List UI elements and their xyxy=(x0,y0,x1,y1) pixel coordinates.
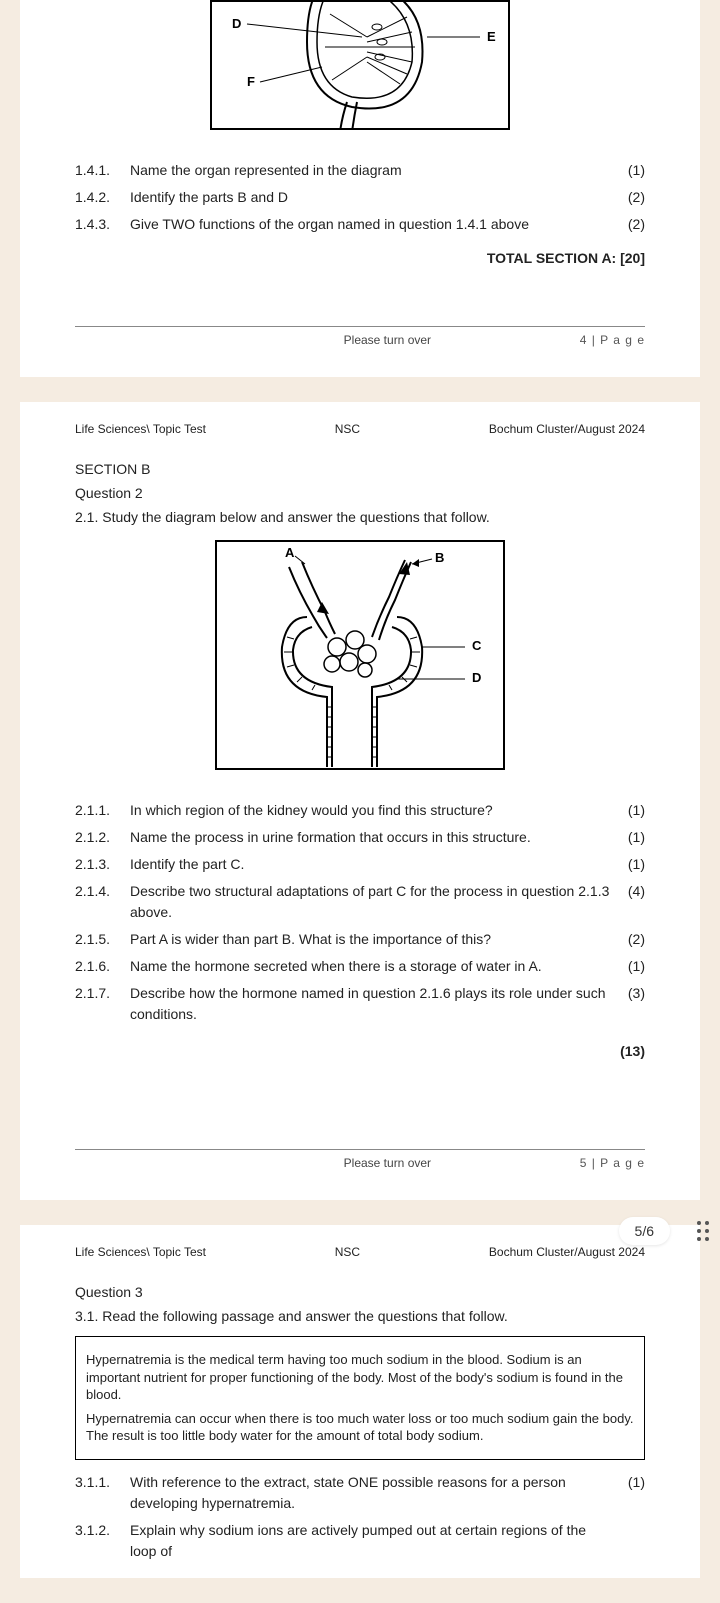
question-row: 2.1.3. Identify the part C. (1) xyxy=(75,854,645,875)
header-left: Life Sciences\ Topic Test xyxy=(75,422,206,436)
page-6: Life Sciences\ Topic Test NSC Bochum Clu… xyxy=(20,1225,700,1578)
header-right: Bochum Cluster/August 2024 xyxy=(489,422,645,436)
question-marks: (3) xyxy=(615,983,645,1025)
label-e: E xyxy=(487,29,496,44)
header-left: Life Sciences\ Topic Test xyxy=(75,1245,206,1259)
page-number: 5 | P a g e xyxy=(580,1156,645,1170)
question-text: In which region of the kidney would you … xyxy=(130,800,615,821)
question-row: 3.1.2. Explain why sodium ions are activ… xyxy=(75,1520,645,1562)
question-text: Identify the part C. xyxy=(130,854,615,875)
label-d: D xyxy=(232,16,241,31)
question-marks: (1) xyxy=(615,160,645,181)
label-b: B xyxy=(435,550,444,565)
instruction-3-1: 3.1. Read the following passage and answ… xyxy=(75,1308,645,1324)
question-number: 1.4.1. xyxy=(75,160,130,181)
header-center: NSC xyxy=(335,422,360,436)
page-number: 4 | P a g e xyxy=(580,333,645,347)
question-marks: (2) xyxy=(615,214,645,235)
section-total: TOTAL SECTION A: [20] xyxy=(75,250,645,266)
label-c: C xyxy=(472,638,482,653)
label-f: F xyxy=(247,74,255,89)
passage-paragraph: Hypernatremia can occur when there is to… xyxy=(86,1410,634,1445)
passage-paragraph: Hypernatremia is the medical term having… xyxy=(86,1351,634,1404)
question-number: 2.1.7. xyxy=(75,983,130,1025)
question-3-title: Question 3 xyxy=(75,1284,645,1300)
question-row: 1.4.1. Name the organ represented in the… xyxy=(75,160,645,181)
question-number: 2.1.4. xyxy=(75,881,130,923)
page-header: Life Sciences\ Topic Test NSC Bochum Clu… xyxy=(75,1245,645,1259)
section-b-title: SECTION B xyxy=(75,461,645,477)
page-4: D F E 1.4.1. Name the organ represented … xyxy=(20,0,700,377)
question-row: 1.4.2. Identify the parts B and D (2) xyxy=(75,187,645,208)
question-marks: (1) xyxy=(615,854,645,875)
page-5: Life Sciences\ Topic Test NSC Bochum Clu… xyxy=(20,402,700,1200)
question-row: 1.4.3. Give TWO functions of the organ n… xyxy=(75,214,645,235)
question-row: 3.1.1. With reference to the extract, st… xyxy=(75,1472,645,1514)
question-text: Name the process in urine formation that… xyxy=(130,827,615,848)
question-number: 2.1.2. xyxy=(75,827,130,848)
kidney-diagram-svg: D F E xyxy=(212,2,508,128)
turn-over-text: Please turn over xyxy=(195,333,580,347)
menu-dots-icon[interactable] xyxy=(691,1219,715,1243)
question-text: Explain why sodium ions are actively pum… xyxy=(130,1520,615,1562)
question-marks: (1) xyxy=(615,800,645,821)
label-a: A xyxy=(285,545,295,560)
question-marks: (1) xyxy=(615,827,645,848)
question-marks xyxy=(615,1520,645,1562)
page-indicator: 5/6 xyxy=(619,1217,670,1245)
question-marks: (1) xyxy=(615,956,645,977)
question-marks: (2) xyxy=(615,187,645,208)
question-text: Name the organ represented in the diagra… xyxy=(130,160,615,181)
question-number: 3.1.2. xyxy=(75,1520,130,1562)
kidney-diagram-box: D F E xyxy=(210,0,510,130)
question-row: 2.1.7. Describe how the hormone named in… xyxy=(75,983,645,1025)
question-row: 2.1.5. Part A is wider than part B. What… xyxy=(75,929,645,950)
question-list-1-4: 1.4.1. Name the organ represented in the… xyxy=(75,160,645,235)
page-header: Life Sciences\ Topic Test NSC Bochum Clu… xyxy=(75,422,645,436)
label-d2: D xyxy=(472,670,481,685)
question-number: 2.1.1. xyxy=(75,800,130,821)
question-row: 2.1.4. Describe two structural adaptatio… xyxy=(75,881,645,923)
question-number: 1.4.3. xyxy=(75,214,130,235)
question-row: 2.1.2. Name the process in urine formati… xyxy=(75,827,645,848)
instruction-2-1: 2.1. Study the diagram below and answer … xyxy=(75,509,645,525)
question-marks: (2) xyxy=(615,929,645,950)
page-footer: Please turn over 5 | P a g e xyxy=(75,1149,645,1170)
question-text: Part A is wider than part B. What is the… xyxy=(130,929,615,950)
question-number: 3.1.1. xyxy=(75,1472,130,1514)
question-text: Give TWO functions of the organ named in… xyxy=(130,214,615,235)
question-text: Describe how the hormone named in questi… xyxy=(130,983,615,1025)
question-subtotal: (13) xyxy=(75,1043,645,1059)
question-2-title: Question 2 xyxy=(75,485,645,501)
header-right: Bochum Cluster/August 2024 xyxy=(489,1245,645,1259)
question-list-2-1: 2.1.1. In which region of the kidney wou… xyxy=(75,800,645,1025)
question-marks: (1) xyxy=(615,1472,645,1514)
question-text: Name the hormone secreted when there is … xyxy=(130,956,615,977)
passage-box: Hypernatremia is the medical term having… xyxy=(75,1336,645,1460)
question-marks: (4) xyxy=(615,881,645,923)
nephron-diagram-box: A B C D xyxy=(215,540,505,770)
question-text: Describe two structural adaptations of p… xyxy=(130,881,615,923)
question-number: 2.1.5. xyxy=(75,929,130,950)
question-number: 2.1.3. xyxy=(75,854,130,875)
question-row: 2.1.6. Name the hormone secreted when th… xyxy=(75,956,645,977)
header-center: NSC xyxy=(335,1245,360,1259)
question-number: 1.4.2. xyxy=(75,187,130,208)
question-text: With reference to the extract, state ONE… xyxy=(130,1472,615,1514)
question-list-3-1: 3.1.1. With reference to the extract, st… xyxy=(75,1472,645,1562)
page-footer: Please turn over 4 | P a g e xyxy=(75,326,645,347)
question-number: 2.1.6. xyxy=(75,956,130,977)
question-row: 2.1.1. In which region of the kidney wou… xyxy=(75,800,645,821)
turn-over-text: Please turn over xyxy=(195,1156,580,1170)
question-text: Identify the parts B and D xyxy=(130,187,615,208)
nephron-diagram-svg: A B C D xyxy=(217,542,503,768)
